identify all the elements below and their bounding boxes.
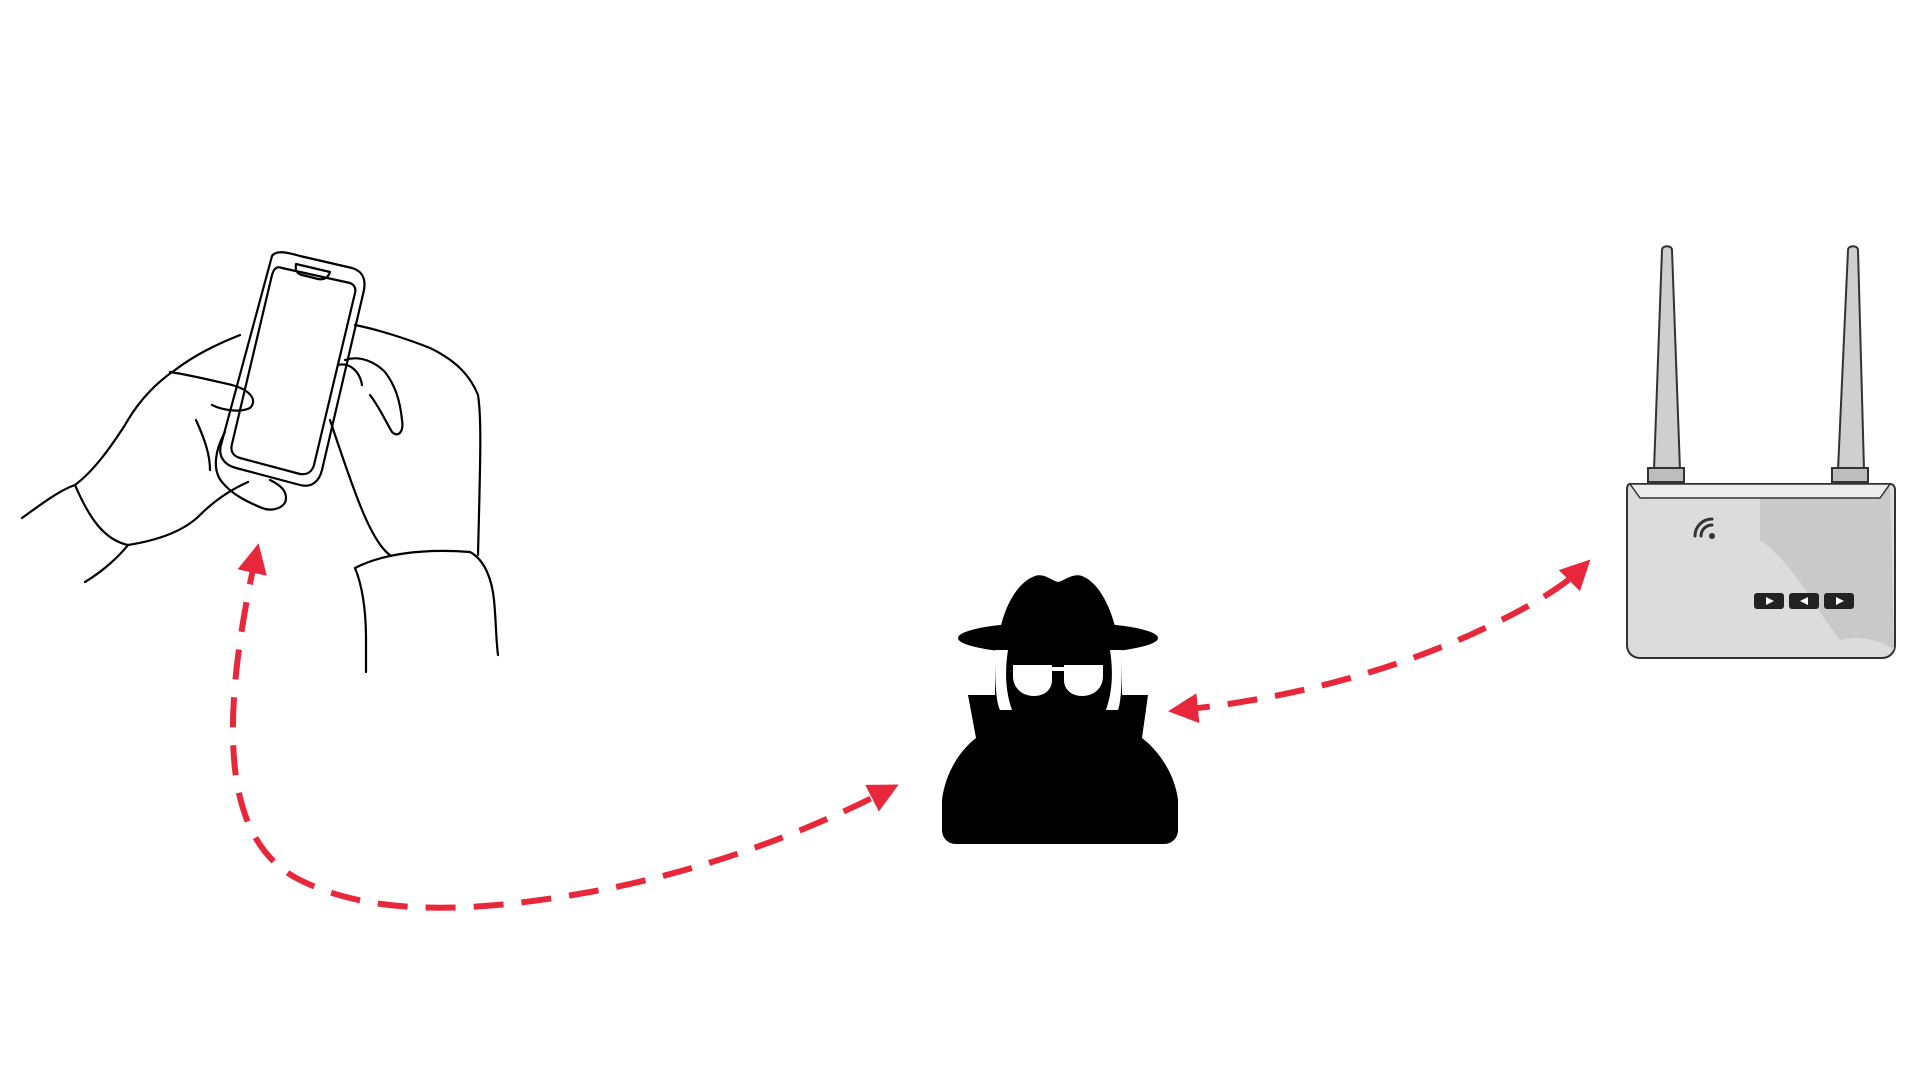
spy-hacker-icon — [942, 575, 1178, 844]
play-glyph-1 — [1766, 597, 1774, 605]
face-cutout-left — [995, 650, 1012, 710]
play-glyph-2 — [1836, 597, 1844, 605]
left-knuckle — [194, 418, 212, 472]
phone-screen — [230, 266, 357, 476]
right-index — [336, 363, 364, 387]
back-glyph — [1800, 597, 1808, 605]
left-fingers — [214, 430, 288, 511]
connection-attacker-router — [1168, 559, 1591, 724]
face-cutout-right — [1106, 650, 1122, 710]
router-top-edge — [1628, 483, 1892, 499]
phone-notch — [294, 262, 332, 281]
router-buttons — [1754, 593, 1854, 609]
phone-outline — [219, 251, 366, 487]
wifi-router-icon — [1626, 245, 1896, 659]
right-sleeve — [353, 549, 500, 657]
right-hand — [353, 323, 482, 557]
left-thumb — [168, 370, 255, 412]
left-hand-palm — [73, 480, 250, 547]
right-antenna — [1836, 245, 1866, 471]
wifi-signal-icon — [1693, 517, 1715, 539]
coat — [942, 695, 1178, 844]
right-thumb — [343, 357, 404, 436]
hat-brim — [958, 622, 1158, 654]
left-hand-wrist — [83, 543, 130, 584]
left-hand — [20, 333, 242, 520]
hands-holding-phone-icon — [20, 251, 500, 674]
right-antenna-base — [1831, 467, 1869, 483]
left-antenna — [1652, 245, 1682, 471]
right-sleeve-inner — [353, 566, 368, 674]
connection-phone-attacker — [229, 543, 899, 911]
glasses-icon — [1013, 665, 1103, 696]
router-shade — [1760, 484, 1894, 650]
hat-crown — [1000, 575, 1116, 630]
right-palm — [328, 418, 392, 557]
left-antenna-base — [1647, 467, 1685, 483]
